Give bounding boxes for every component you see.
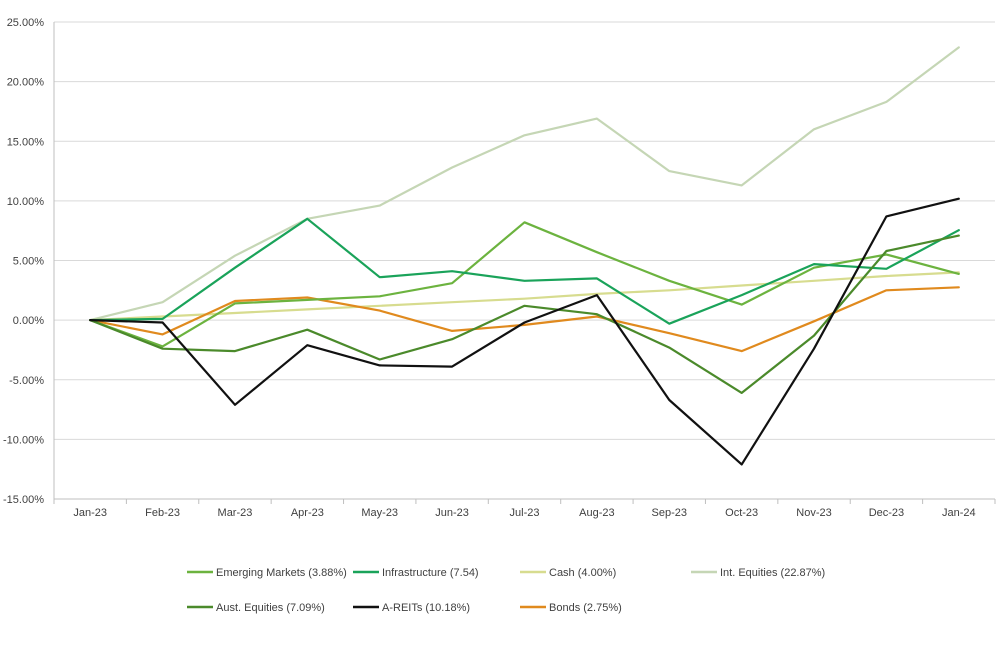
series-line-infrastructure [89,217,960,325]
x-tick-label: Nov-23 [796,507,831,519]
legend-label: Cash (4.00%) [549,567,616,579]
series-lines [89,46,960,466]
x-tick-label: Jul-23 [510,507,540,519]
y-tick-label: 15.00% [7,136,45,148]
legend-label: Infrastructure (7.54) [382,567,479,579]
legend-item-aust-equities: Aust. Equities (7.09%) [187,602,325,614]
legend-label: Emerging Markets (3.88%) [216,567,347,579]
x-tick-label: May-23 [361,507,398,519]
axes: -15.00% -10.00% -5.00% 0.00% 5.00% 10.00% 15.0… [3,17,996,519]
y-tick-label: -10.00% [3,434,44,446]
x-tick-label: Jan-24 [942,507,976,519]
y-tick-label: 5.00% [13,256,44,268]
x-tick-label: Apr-23 [291,507,324,519]
legend-item-emerging-markets: Emerging Markets (3.88%) [187,567,347,579]
x-tick-label: Aug-23 [579,507,614,519]
x-tick-label: Feb-23 [145,507,180,519]
legend-label: Aust. Equities (7.09%) [216,602,325,614]
x-tick-label: Sep-23 [652,507,687,519]
legend-item-int-equities: Int. Equities (22.87%) [691,567,825,579]
legend-label: A-REITs (10.18%) [382,602,470,614]
series-line-cash [89,271,960,322]
legend: Emerging Markets (3.88%) Infrastructure (… [187,567,825,614]
y-tick-label: 25.00% [7,17,45,29]
y-tick-label: 10.00% [7,196,45,208]
x-tick-label: Dec-23 [869,507,904,519]
y-tick-label: 20.00% [7,77,45,89]
x-tick-label: Oct-23 [725,507,758,519]
y-tick-label: 0.00% [13,315,44,327]
y-tick-label: -5.00% [9,375,44,387]
x-tick-label: Jan-23 [73,507,107,519]
series-line-aust-equities [89,234,960,394]
legend-item-a-reits: A-REITs (10.18%) [353,602,470,614]
x-tick-label: Jun-23 [435,507,469,519]
series-line-bonds [89,286,960,353]
series-line-int-equities [89,46,960,322]
y-tick-label: -15.00% [3,494,44,506]
gridlines [54,21,995,500]
series-line-emerging-markets [89,221,960,348]
legend-item-infrastructure: Infrastructure (7.54) [353,567,479,579]
series-line-a-reits [89,197,960,466]
legend-item-cash: Cash (4.00%) [520,567,616,579]
legend-label: Bonds (2.75%) [549,602,622,614]
legend-item-bonds: Bonds (2.75%) [520,602,622,614]
x-tick-label: Mar-23 [218,507,253,519]
legend-label: Int. Equities (22.87%) [720,567,825,579]
